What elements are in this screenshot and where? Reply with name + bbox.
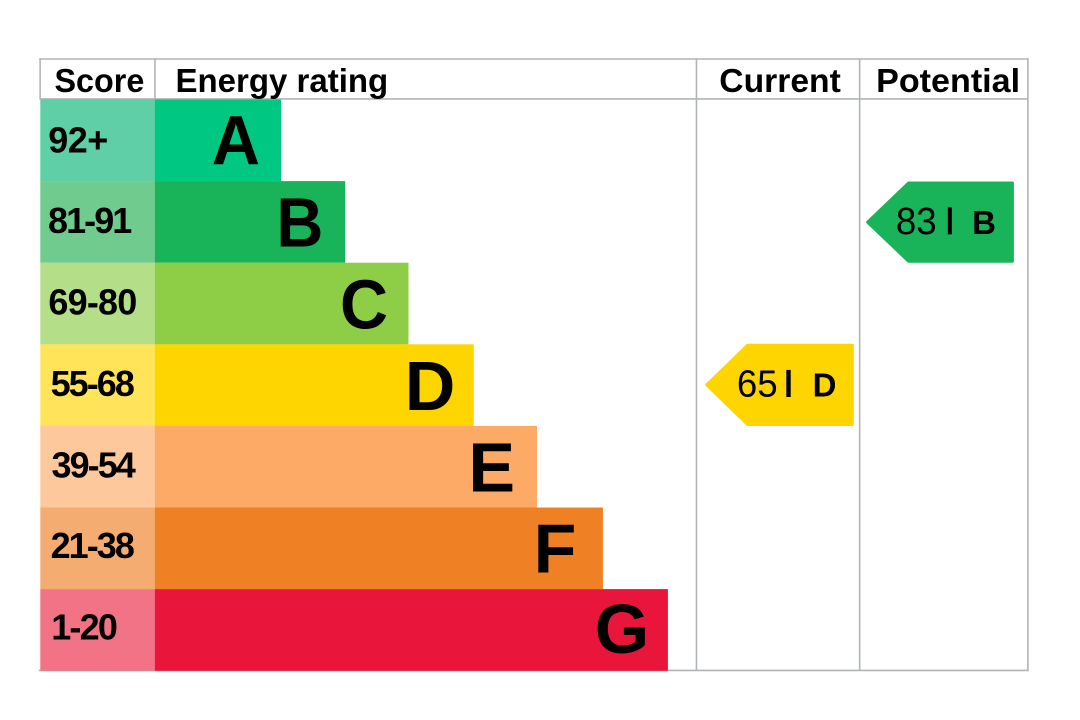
svg-text:1-20: 1-20: [51, 606, 118, 647]
svg-text:69-80: 69-80: [48, 281, 137, 322]
svg-text:D: D: [405, 347, 456, 425]
svg-text:65: 65: [737, 363, 778, 405]
svg-text:E: E: [468, 428, 515, 506]
svg-text:B: B: [972, 204, 996, 241]
svg-text:83: 83: [896, 201, 937, 243]
svg-text:B: B: [276, 184, 323, 262]
svg-text:Current: Current: [719, 62, 841, 99]
svg-text:Potential: Potential: [876, 62, 1020, 99]
svg-text:A: A: [212, 101, 260, 180]
svg-text:C: C: [340, 266, 388, 344]
svg-text:55-68: 55-68: [51, 363, 135, 404]
svg-text:21-38: 21-38: [51, 525, 135, 566]
svg-text:F: F: [534, 509, 577, 587]
svg-text:D: D: [813, 366, 837, 403]
svg-text:39-54: 39-54: [52, 445, 136, 486]
svg-text:G: G: [595, 590, 649, 668]
svg-text:92+: 92+: [48, 119, 108, 160]
svg-text:Energy rating: Energy rating: [176, 62, 389, 99]
svg-text:Score: Score: [55, 62, 145, 99]
svg-text:81-91: 81-91: [48, 200, 132, 241]
